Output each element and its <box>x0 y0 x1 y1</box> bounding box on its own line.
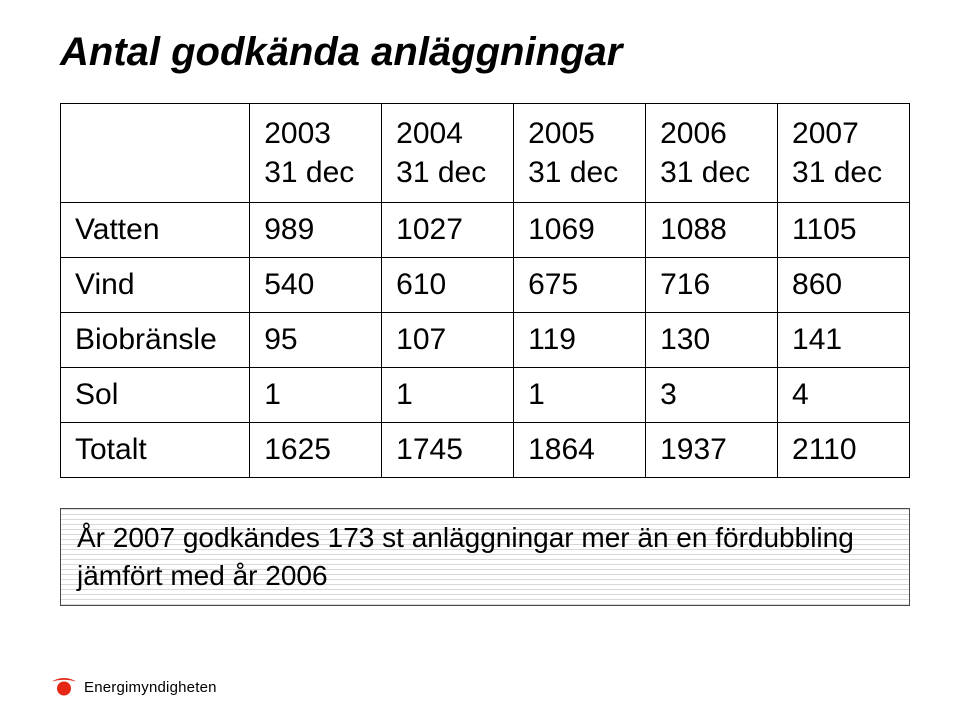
table-header-col-2: 2005 31 dec <box>514 104 646 203</box>
col-sub: 31 dec <box>528 153 631 192</box>
caption-text: År 2007 godkändes 173 st anläggningar me… <box>77 522 854 591</box>
table-header-col-4: 2007 31 dec <box>778 104 910 203</box>
cell: 1 <box>514 368 646 423</box>
col-year: 2004 <box>396 114 499 153</box>
table-row: Biobränsle 95 107 119 130 141 <box>61 313 910 368</box>
table-header-row: 2003 31 dec 2004 31 dec 2005 31 dec <box>61 104 910 203</box>
row-label: Vind <box>61 258 250 313</box>
cell: 716 <box>646 258 778 313</box>
row-label: Biobränsle <box>61 313 250 368</box>
cell: 1864 <box>514 423 646 478</box>
cell: 2110 <box>778 423 910 478</box>
table-row: Sol 1 1 1 3 4 <box>61 368 910 423</box>
cell: 107 <box>382 313 514 368</box>
cell: 1027 <box>382 203 514 258</box>
cell: 610 <box>382 258 514 313</box>
col-year: 2007 <box>792 114 895 153</box>
table-header-col-0: 2003 31 dec <box>250 104 382 203</box>
col-year: 2003 <box>264 114 367 153</box>
cell: 860 <box>778 258 910 313</box>
table-header-empty <box>61 104 250 203</box>
cell: 119 <box>514 313 646 368</box>
cell: 540 <box>250 258 382 313</box>
col-sub: 31 dec <box>264 153 367 192</box>
data-table: 2003 31 dec 2004 31 dec 2005 31 dec <box>60 103 910 478</box>
cell: 1625 <box>250 423 382 478</box>
footer-logo: Energimyndigheten <box>50 671 217 704</box>
cell: 3 <box>646 368 778 423</box>
footer-logo-text: Energimyndigheten <box>84 679 217 696</box>
cell: 989 <box>250 203 382 258</box>
col-sub: 31 dec <box>396 153 499 192</box>
row-label: Vatten <box>61 203 250 258</box>
row-label: Sol <box>61 368 250 423</box>
cell: 1 <box>382 368 514 423</box>
caption-box: År 2007 godkändes 173 st anläggningar me… <box>60 508 910 606</box>
table-row: Totalt 1625 1745 1864 1937 2110 <box>61 423 910 478</box>
cell: 675 <box>514 258 646 313</box>
col-sub: 31 dec <box>792 153 895 192</box>
cell: 1069 <box>514 203 646 258</box>
table-row: Vind 540 610 675 716 860 <box>61 258 910 313</box>
cell: 1745 <box>382 423 514 478</box>
row-label: Totalt <box>61 423 250 478</box>
cell: 1105 <box>778 203 910 258</box>
cell: 95 <box>250 313 382 368</box>
page-title: Antal godkända anläggningar <box>60 30 910 75</box>
cell: 1088 <box>646 203 778 258</box>
col-sub: 31 dec <box>660 153 763 192</box>
col-year: 2006 <box>660 114 763 153</box>
table-row: Vatten 989 1027 1069 1088 1105 <box>61 203 910 258</box>
table-header-col-3: 2006 31 dec <box>646 104 778 203</box>
col-year: 2005 <box>528 114 631 153</box>
cell: 1 <box>250 368 382 423</box>
cell: 1937 <box>646 423 778 478</box>
table-header-col-1: 2004 31 dec <box>382 104 514 203</box>
sun-icon <box>50 671 78 704</box>
cell: 141 <box>778 313 910 368</box>
cell: 130 <box>646 313 778 368</box>
cell: 4 <box>778 368 910 423</box>
